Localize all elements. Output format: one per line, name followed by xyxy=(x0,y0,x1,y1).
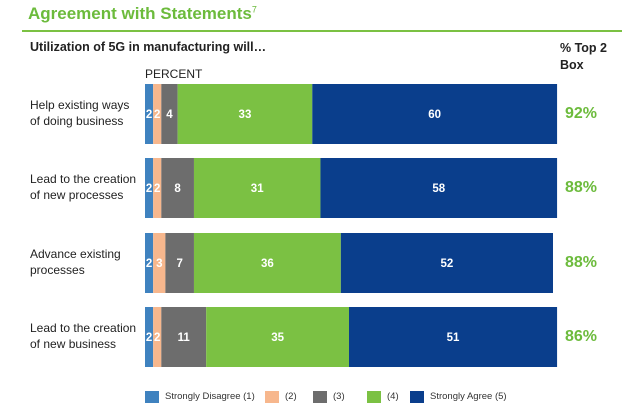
category-label-3: Advance existing processes xyxy=(30,246,142,278)
bar-value-label-4-strongly-agree-5: 51 xyxy=(447,332,460,344)
bar-value-label-3-3: 7 xyxy=(176,258,182,270)
category-label-2: Lead to the creation of new processes xyxy=(30,171,142,203)
bar-segment-1-4 xyxy=(177,84,313,144)
bar-segment-4-strongly-disagree-1 xyxy=(145,307,154,367)
bar-value-label-4-strongly-disagree-1: 2 xyxy=(146,332,152,344)
bar-segment-1-2 xyxy=(153,84,162,144)
bar-value-label-2-strongly-disagree-1: 2 xyxy=(146,183,152,195)
bar-value-label-3-strongly-disagree-1: 2 xyxy=(146,258,152,270)
bar-value-label-2-3: 8 xyxy=(174,183,181,195)
title-rule xyxy=(22,30,622,32)
bar-segment-4-2 xyxy=(153,307,162,367)
bar-segment-2-strongly-agree-5 xyxy=(320,158,558,218)
bar-value-label-3-4: 36 xyxy=(261,258,274,270)
category-label-line: Lead to the creation xyxy=(30,172,137,186)
bar-value-label-4-2: 2 xyxy=(154,332,160,344)
category-label-4: Lead to the creation of new business xyxy=(30,320,142,352)
top2-box-header: % Top 2 Box xyxy=(560,41,607,72)
category-label-line: of new business xyxy=(30,337,117,351)
legend-label: Strongly Disagree (1) xyxy=(165,391,255,402)
bar-segment-3-2 xyxy=(153,233,166,293)
bar-segment-4-strongly-agree-5 xyxy=(349,307,558,367)
legend-swatch xyxy=(265,391,279,403)
bar-value-label-1-4: 33 xyxy=(239,109,252,121)
legend-swatch xyxy=(313,391,327,403)
category-label-line: Lead to the creation xyxy=(30,321,137,335)
legend-label: Strongly Agree (5) xyxy=(430,391,507,402)
legend-swatch xyxy=(410,391,424,403)
legend-swatch xyxy=(145,391,159,403)
category-label-line: processes xyxy=(30,263,85,277)
bar-segment-3-4 xyxy=(193,233,341,293)
chart-subtitle: Utilization of 5G in manufacturing will… xyxy=(30,40,267,54)
top2-box-value-3: 88% xyxy=(565,254,598,271)
unit-label: PERCENT xyxy=(145,67,203,81)
bar-segment-3-strongly-agree-5 xyxy=(340,233,553,293)
bar-value-label-2-strongly-agree-5: 58 xyxy=(432,183,445,195)
top2-box-value-4: 86% xyxy=(565,328,598,345)
bar-segment-1-strongly-disagree-1 xyxy=(145,84,154,144)
title-footnote-marker: 7 xyxy=(251,4,257,15)
bar-value-label-2-4: 31 xyxy=(251,183,264,195)
bar-segment-2-3 xyxy=(161,158,194,218)
category-label-line: of new processes xyxy=(30,188,124,202)
bar-value-label-1-3: 4 xyxy=(166,109,173,121)
bar-segment-2-2 xyxy=(153,158,162,218)
category-label-line: Advance existing xyxy=(30,247,121,261)
bar-value-label-4-3: 11 xyxy=(178,332,191,344)
bar-value-label-4-4: 35 xyxy=(271,332,284,344)
bar-segment-4-3 xyxy=(161,307,207,367)
top2-box-value-2: 88% xyxy=(565,179,598,196)
legend-label: (3) xyxy=(333,391,345,402)
bar-segment-1-3 xyxy=(161,84,178,144)
bar-segment-1-strongly-agree-5 xyxy=(312,84,558,144)
bar-segment-2-4 xyxy=(193,158,321,218)
bar-segment-3-strongly-disagree-1 xyxy=(145,233,154,293)
chart-title: Agreement with Statements7 xyxy=(28,4,257,23)
bar-segment-2-strongly-disagree-1 xyxy=(145,158,154,218)
legend-label: (2) xyxy=(285,391,297,402)
bar-segment-4-4 xyxy=(206,307,349,367)
legend-label: (4) xyxy=(387,391,399,402)
bar-value-label-1-strongly-agree-5: 60 xyxy=(428,109,441,121)
top2-box-value-1: 92% xyxy=(565,105,598,122)
bar-value-label-2-2: 2 xyxy=(154,183,160,195)
bar-value-label-1-strongly-disagree-1: 2 xyxy=(146,109,152,121)
category-label-1: Help existing ways of doing business xyxy=(30,97,142,129)
bar-value-label-3-strongly-agree-5: 52 xyxy=(441,258,454,270)
bar-segment-3-3 xyxy=(165,233,194,293)
bar-value-label-3-2: 3 xyxy=(156,258,162,270)
category-label-line: of doing business xyxy=(30,114,124,128)
legend-swatch xyxy=(367,391,381,403)
category-label-line: Help existing ways xyxy=(30,98,130,112)
bar-value-label-1-2: 2 xyxy=(154,109,160,121)
